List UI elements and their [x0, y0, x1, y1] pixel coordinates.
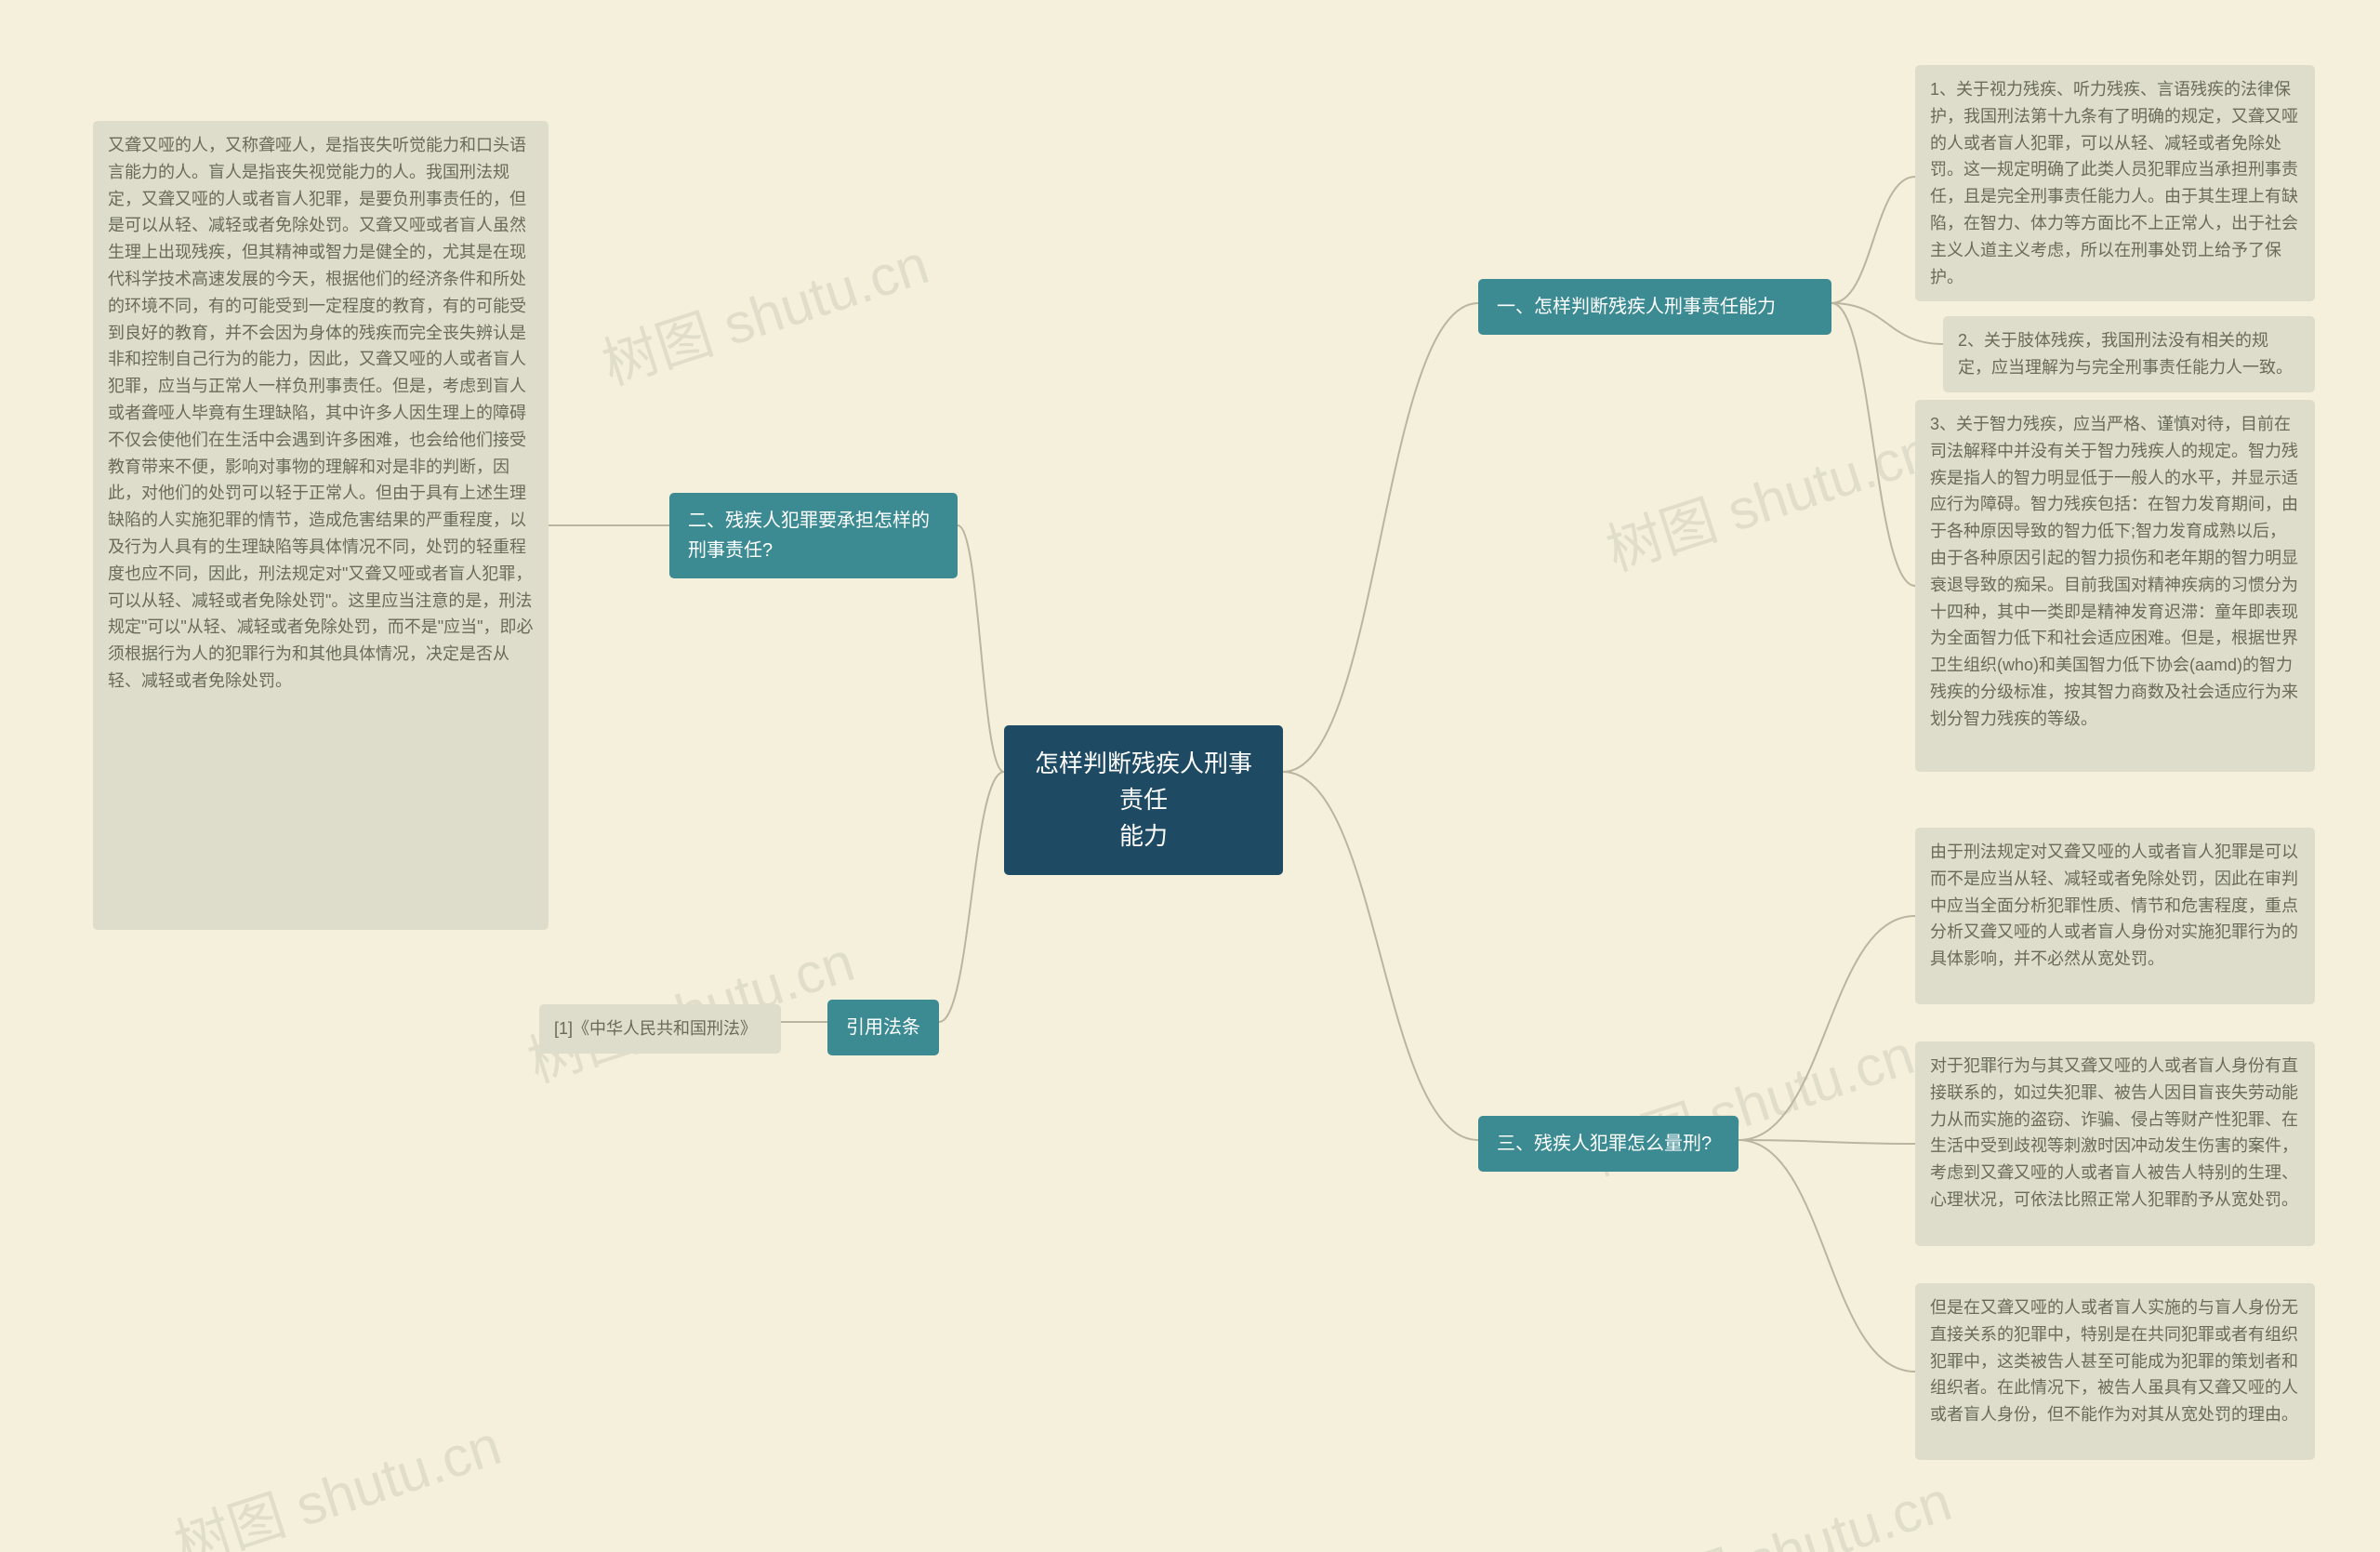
leaf-node: 1、关于视力残疾、听力残疾、言语残疾的法律保护，我国刑法第十九条有了明确的规定，… — [1915, 65, 2315, 301]
leaf-text: 又聋又哑的人，又称聋哑人，是指丧失听觉能力和口头语言能力的人。盲人是指丧失视觉能… — [108, 136, 534, 690]
root-label: 怎样判断残疾人刑事责任 能力 — [1035, 749, 1252, 850]
branch-label: 引用法条 — [846, 1017, 920, 1038]
leaf-text: 2、关于肢体残疾，我国刑法没有相关的规定，应当理解为与完全刑事责任能力人一致。 — [1958, 331, 2293, 377]
leaf-text: 3、关于智力残疾，应当严格、谨慎对待，目前在司法解释中并没有关于智力残疾人的规定… — [1930, 415, 2298, 728]
leaf-node: [1]《中华人民共和国刑法》 — [539, 1004, 781, 1054]
watermark: 树图 shutu.cn — [163, 1400, 509, 1552]
edge — [1739, 916, 1915, 1140]
edge — [1831, 303, 1915, 586]
leaf-node: 由于刑法规定对又聋又哑的人或者盲人犯罪是可以而不是应当从轻、减轻或者免除处罚，因… — [1915, 828, 2315, 1004]
root-node: 怎样判断残疾人刑事责任 能力 — [1004, 725, 1283, 875]
edge — [1831, 303, 1943, 344]
leaf-text: 1、关于视力残疾、听力残疾、言语残疾的法律保护，我国刑法第十九条有了明确的规定，… — [1930, 80, 2298, 286]
branch-node: 一、怎样判断残疾人刑事责任能力 — [1478, 279, 1831, 335]
leaf-node: 3、关于智力残疾，应当严格、谨慎对待，目前在司法解释中并没有关于智力残疾人的规定… — [1915, 400, 2315, 772]
leaf-text: 对于犯罪行为与其又聋又哑的人或者盲人身份有直接联系的，如过失犯罪、被告人因目盲丧… — [1930, 1056, 2298, 1209]
mindmap-canvas: 树图 shutu.cn 树图 shutu.cn 树图 shutu.cn 树图 shut… — [0, 0, 2380, 1552]
branch-node: 三、残疾人犯罪怎么量刑? — [1478, 1116, 1739, 1172]
leaf-node: 2、关于肢体残疾，我国刑法没有相关的规定，应当理解为与完全刑事责任能力人一致。 — [1943, 316, 2315, 392]
leaf-node: 但是在又聋又哑的人或者盲人实施的与盲人身份无直接关系的犯罪中，特别是在共同犯罪或… — [1915, 1283, 2315, 1460]
branch-label: 二、残疾人犯罪要承担怎样的刑事责任? — [688, 511, 930, 561]
branch-node: 引用法条 — [827, 1000, 939, 1055]
watermark: 树图 shutu.cn — [1613, 1456, 1960, 1552]
branch-label: 三、残疾人犯罪怎么量刑? — [1497, 1134, 1712, 1154]
leaf-text: 但是在又聋又哑的人或者盲人实施的与盲人身份无直接关系的犯罪中，特别是在共同犯罪或… — [1930, 1298, 2298, 1424]
edge — [1283, 772, 1478, 1140]
branch-node: 二、残疾人犯罪要承担怎样的刑事责任? — [669, 493, 958, 578]
edge — [1739, 1140, 1915, 1144]
edge — [939, 772, 1004, 1022]
edge — [1283, 303, 1478, 772]
watermark: 树图 shutu.cn — [590, 219, 937, 401]
leaf-text: 由于刑法规定对又聋又哑的人或者盲人犯罪是可以而不是应当从轻、减轻或者免除处罚，因… — [1930, 842, 2298, 968]
leaf-node: 又聋又哑的人，又称聋哑人，是指丧失听觉能力和口头语言能力的人。盲人是指丧失视觉能… — [93, 121, 549, 930]
leaf-text: [1]《中华人民共和国刑法》 — [554, 1019, 757, 1038]
branch-label: 一、怎样判断残疾人刑事责任能力 — [1497, 297, 1776, 317]
edge — [1831, 177, 1915, 303]
watermark: 树图 shutu.cn — [1594, 405, 1941, 587]
edge — [1739, 1140, 1915, 1372]
edge — [958, 525, 1004, 772]
leaf-node: 对于犯罪行为与其又聋又哑的人或者盲人身份有直接联系的，如过失犯罪、被告人因目盲丧… — [1915, 1041, 2315, 1246]
